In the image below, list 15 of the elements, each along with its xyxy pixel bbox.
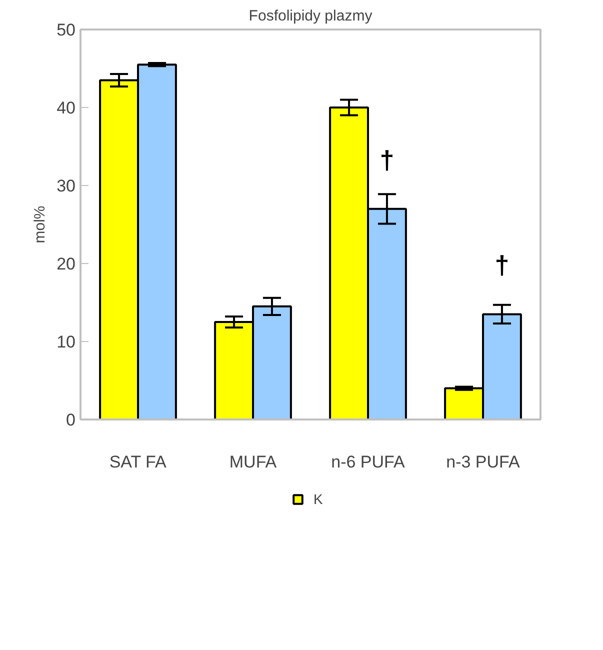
y-axis-title: mol% [32,206,49,244]
y-tick-label: 20 [56,254,76,274]
x-tick-label: MUFA [229,452,278,472]
chart-title: Fosfolipidy plazmy [248,8,373,24]
y-tick-label: 40 [56,98,76,118]
y-tick-label: 0 [66,410,76,430]
annotation: † [380,144,394,175]
y-tick-label: 10 [56,332,76,352]
x-tick-label: n-3 PUFA [446,452,521,472]
x-tick-label: SAT FA [109,452,168,472]
x-tick-label: n-6 PUFA [331,452,406,472]
y-tick-label: 30 [56,176,76,196]
annotation: † [494,250,510,280]
y-tick-label: 50 [56,20,76,40]
legend-label: K [314,491,324,507]
